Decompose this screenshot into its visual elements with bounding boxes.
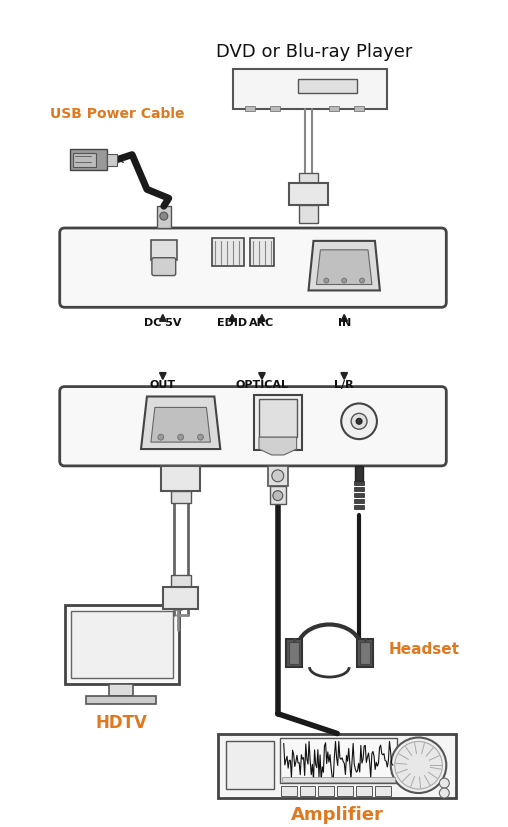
Bar [270,106,280,111]
Bar [270,485,285,504]
FancyBboxPatch shape [60,228,447,308]
Polygon shape [151,408,210,442]
Bar [289,184,328,205]
Circle shape [356,418,362,424]
Bar [151,240,177,260]
Bar [157,206,171,228]
Bar [226,742,274,789]
Circle shape [158,434,164,440]
Bar [299,205,319,223]
Circle shape [395,742,442,789]
Bar [300,786,315,796]
Bar [337,786,353,796]
FancyBboxPatch shape [60,386,447,466]
Bar [245,106,255,111]
Bar [163,587,199,609]
Bar [171,490,190,503]
Bar [356,786,372,796]
Bar [254,394,302,450]
Bar [355,466,363,480]
Bar [233,69,387,109]
Bar [73,153,97,166]
Bar [357,639,373,667]
Text: OUT: OUT [150,380,176,390]
Circle shape [439,788,449,798]
Polygon shape [259,437,297,455]
Bar [285,639,302,667]
Text: HDTV: HDTV [95,714,147,732]
Bar [280,739,397,783]
Bar [282,777,395,782]
Circle shape [324,278,329,283]
Text: IN: IN [338,318,351,328]
Bar [161,466,201,490]
Bar [212,238,244,265]
Bar [250,238,274,265]
Bar [259,399,297,437]
Text: USB Power Cable: USB Power Cable [50,107,184,121]
Circle shape [439,778,449,788]
Bar [218,734,456,798]
Bar [360,643,370,664]
Bar [354,480,364,485]
Bar [319,786,334,796]
Bar [289,643,299,664]
Bar [281,786,297,796]
Circle shape [341,404,377,439]
Text: DVD or Blu-ray Player: DVD or Blu-ray Player [216,44,412,61]
Text: Amplifier: Amplifier [291,805,384,824]
Text: DC 5V: DC 5V [144,318,181,328]
Text: OPTICAL: OPTICAL [235,380,289,390]
Text: EDID: EDID [217,318,247,328]
Circle shape [342,278,346,283]
Circle shape [273,490,283,500]
Bar [70,149,107,170]
Bar [268,466,288,485]
Text: L/R: L/R [334,380,354,390]
Bar [375,786,391,796]
FancyBboxPatch shape [152,258,176,275]
Bar [298,79,357,93]
Bar [354,487,364,490]
Bar [109,684,133,696]
Bar [354,504,364,509]
Bar [354,499,364,503]
Polygon shape [316,250,372,284]
Circle shape [360,278,365,283]
Bar [329,106,339,111]
Bar [65,605,179,684]
Bar [171,575,190,587]
Circle shape [160,213,168,220]
Circle shape [351,414,367,429]
Polygon shape [308,241,380,290]
Polygon shape [141,396,220,449]
Text: ARC: ARC [249,318,274,328]
Circle shape [198,434,203,440]
Bar [86,696,156,704]
Circle shape [391,738,447,793]
Bar [107,154,117,165]
Circle shape [272,470,284,482]
Bar [71,610,173,678]
Text: Headset: Headset [389,642,460,657]
Bar [299,174,319,184]
Circle shape [178,434,183,440]
Bar [354,493,364,497]
Bar [354,106,364,111]
